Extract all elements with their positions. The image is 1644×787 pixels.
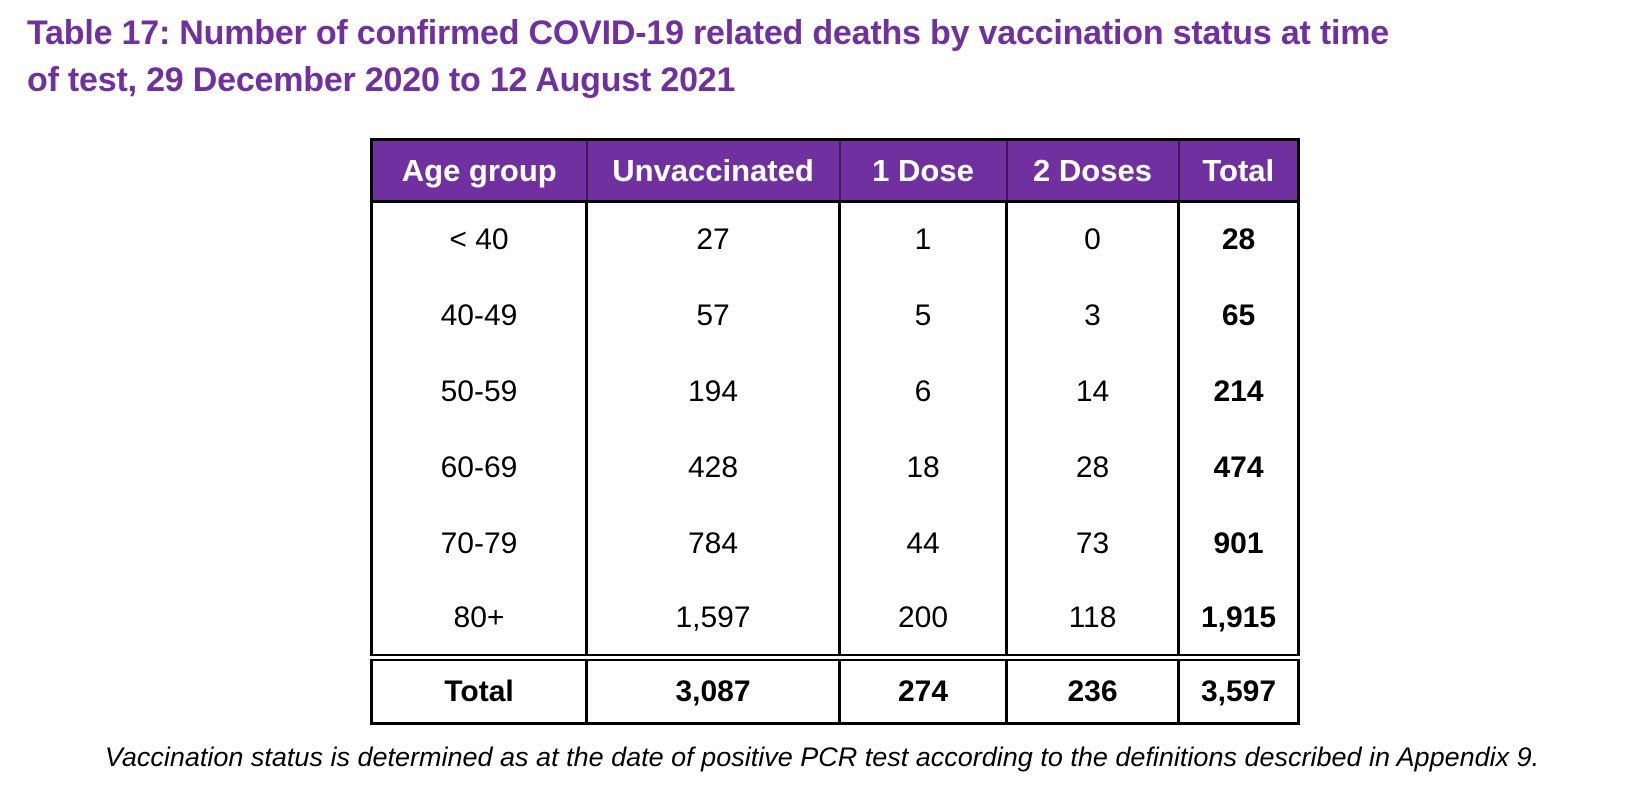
table-title-line-2: of test, 29 December 2020 to 12 August 2… [27,61,736,99]
cell-2-doses: 0 [1005,201,1179,278]
column-header-2-doses: 2 Doses [1005,139,1179,203]
table-title: Table 17: Number of confirmed COVID-19 r… [27,10,1617,104]
table-row-50-59: 50-59 194 6 14 214 [372,353,1299,430]
footnote: Vaccination status is determined as at t… [104,742,1540,772]
cell-total: 474 [1177,429,1299,506]
column-header-age-group: Age group [371,139,587,203]
column-header-unvaccinated: Unvaccinated [585,139,840,203]
cell-total-unvaccinated: 3,087 [585,654,840,724]
cell-age-group: < 40 [449,223,509,257]
cell-2-doses: 14 [1005,353,1179,430]
table-row-80-plus: 80+ 1,597 200 118 1,915 [372,581,1299,658]
covid-deaths-by-vaccination-status-table: Age group Unvaccinated 1 Dose 2 Doses To… [370,138,1300,725]
cell-age-group: 50-59 [440,374,518,408]
cell-1-dose: 1 [838,201,1007,278]
cell-2-doses: 118 [1005,581,1179,658]
cell-total-label: Total [371,654,587,724]
cell-age-group: 70-79 [440,526,518,560]
cell-total: 65 [1177,277,1299,354]
table-total-row: Total 3,087 274 236 3,597 [371,654,1299,724]
cell-unvaccinated: 57 [585,277,840,354]
cell-total: 28 [1177,201,1299,278]
cell-total: 1,915 [1177,581,1299,658]
cell-2-doses: 73 [1005,505,1179,582]
cell-unvaccinated: 1,597 [585,581,840,658]
cell-unvaccinated: 784 [585,505,840,582]
cell-total: 214 [1177,353,1299,430]
cell-age-group: 40-49 [440,298,518,332]
cell-1-dose: 5 [838,277,1007,354]
cell-age-group: 80+ [453,600,505,634]
cell-2-doses: 28 [1005,429,1179,506]
cell-1-dose: 200 [838,581,1007,658]
table-header-row: Age group Unvaccinated 1 Dose 2 Doses To… [371,139,1299,203]
cell-unvaccinated: 194 [585,353,840,430]
cell-1-dose: 6 [838,353,1007,430]
table-row-60-69: 60-69 428 18 28 474 [372,429,1299,506]
table-row-40-49: 40-49 57 5 3 65 [372,277,1299,354]
cell-age-group: 60-69 [440,450,518,484]
cell-1-dose: 44 [838,505,1007,582]
table-title-line-1: Table 17: Number of confirmed COVID-19 r… [27,14,1390,52]
cell-1-dose: 18 [838,429,1007,506]
column-header-1-dose: 1 Dose [838,139,1007,203]
cell-unvaccinated: 428 [585,429,840,506]
table-row-under-40: < 40 27 1 0 28 [372,201,1299,278]
cell-total-1-dose: 274 [838,654,1007,724]
cell-total-overall: 3,597 [1177,654,1299,724]
cell-total: 901 [1177,505,1299,582]
table-row-70-79: 70-79 784 44 73 901 [372,505,1299,582]
cell-unvaccinated: 27 [585,201,840,278]
cell-2-doses: 3 [1005,277,1179,354]
cell-total-2-doses: 236 [1005,654,1179,724]
column-header-total: Total [1177,139,1299,203]
